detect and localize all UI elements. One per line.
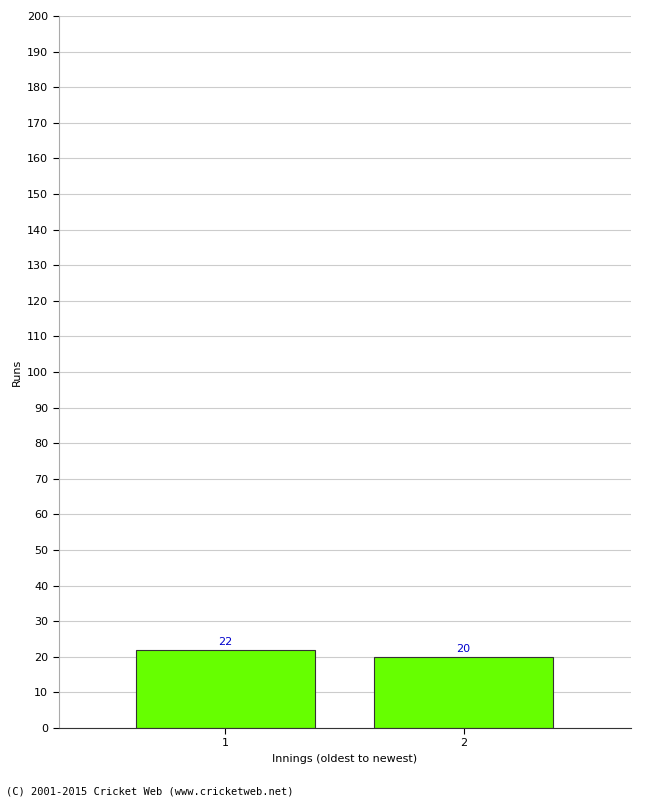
Bar bbox=[136, 650, 315, 728]
Text: 22: 22 bbox=[218, 637, 233, 647]
Text: (C) 2001-2015 Cricket Web (www.cricketweb.net): (C) 2001-2015 Cricket Web (www.cricketwe… bbox=[6, 786, 294, 796]
Text: 20: 20 bbox=[456, 644, 471, 654]
X-axis label: Innings (oldest to newest): Innings (oldest to newest) bbox=[272, 754, 417, 764]
Y-axis label: Runs: Runs bbox=[12, 358, 21, 386]
Bar bbox=[374, 657, 553, 728]
